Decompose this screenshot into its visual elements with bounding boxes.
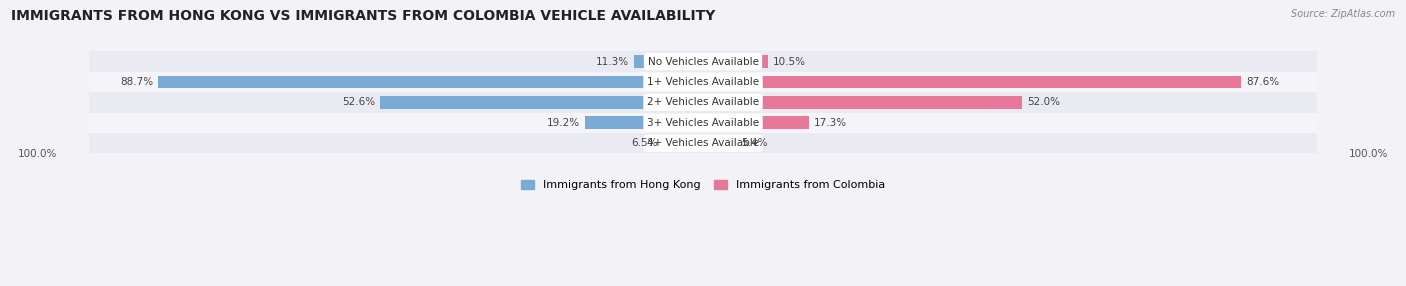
Text: 17.3%: 17.3% xyxy=(814,118,848,128)
Text: 87.6%: 87.6% xyxy=(1246,77,1279,87)
Bar xyxy=(703,76,1241,88)
Bar xyxy=(703,55,768,68)
Text: 3+ Vehicles Available: 3+ Vehicles Available xyxy=(647,118,759,128)
Text: 100.0%: 100.0% xyxy=(18,150,58,159)
Text: 1+ Vehicles Available: 1+ Vehicles Available xyxy=(647,77,759,87)
Text: 100.0%: 100.0% xyxy=(1348,150,1388,159)
Text: 52.6%: 52.6% xyxy=(342,98,375,107)
Text: 52.0%: 52.0% xyxy=(1028,98,1060,107)
Text: 11.3%: 11.3% xyxy=(596,57,628,67)
Text: IMMIGRANTS FROM HONG KONG VS IMMIGRANTS FROM COLOMBIA VEHICLE AVAILABILITY: IMMIGRANTS FROM HONG KONG VS IMMIGRANTS … xyxy=(11,9,716,23)
Text: 2+ Vehicles Available: 2+ Vehicles Available xyxy=(647,98,759,107)
Bar xyxy=(89,133,1317,153)
Bar xyxy=(703,116,810,129)
Bar xyxy=(585,116,703,129)
Text: No Vehicles Available: No Vehicles Available xyxy=(648,57,758,67)
Bar xyxy=(89,72,1317,92)
Bar xyxy=(89,92,1317,113)
Bar xyxy=(703,96,1022,109)
Bar xyxy=(89,51,1317,72)
Bar xyxy=(380,96,703,109)
Text: 19.2%: 19.2% xyxy=(547,118,581,128)
Text: 88.7%: 88.7% xyxy=(120,77,153,87)
Text: 6.5%: 6.5% xyxy=(631,138,658,148)
Bar xyxy=(89,113,1317,133)
Text: 5.4%: 5.4% xyxy=(741,138,768,148)
Bar xyxy=(664,137,703,150)
Bar xyxy=(157,76,703,88)
Text: 4+ Vehicles Available: 4+ Vehicles Available xyxy=(647,138,759,148)
Legend: Immigrants from Hong Kong, Immigrants from Colombia: Immigrants from Hong Kong, Immigrants fr… xyxy=(516,175,890,194)
Text: 10.5%: 10.5% xyxy=(772,57,806,67)
Bar xyxy=(703,137,737,150)
Bar xyxy=(634,55,703,68)
Text: Source: ZipAtlas.com: Source: ZipAtlas.com xyxy=(1291,9,1395,19)
